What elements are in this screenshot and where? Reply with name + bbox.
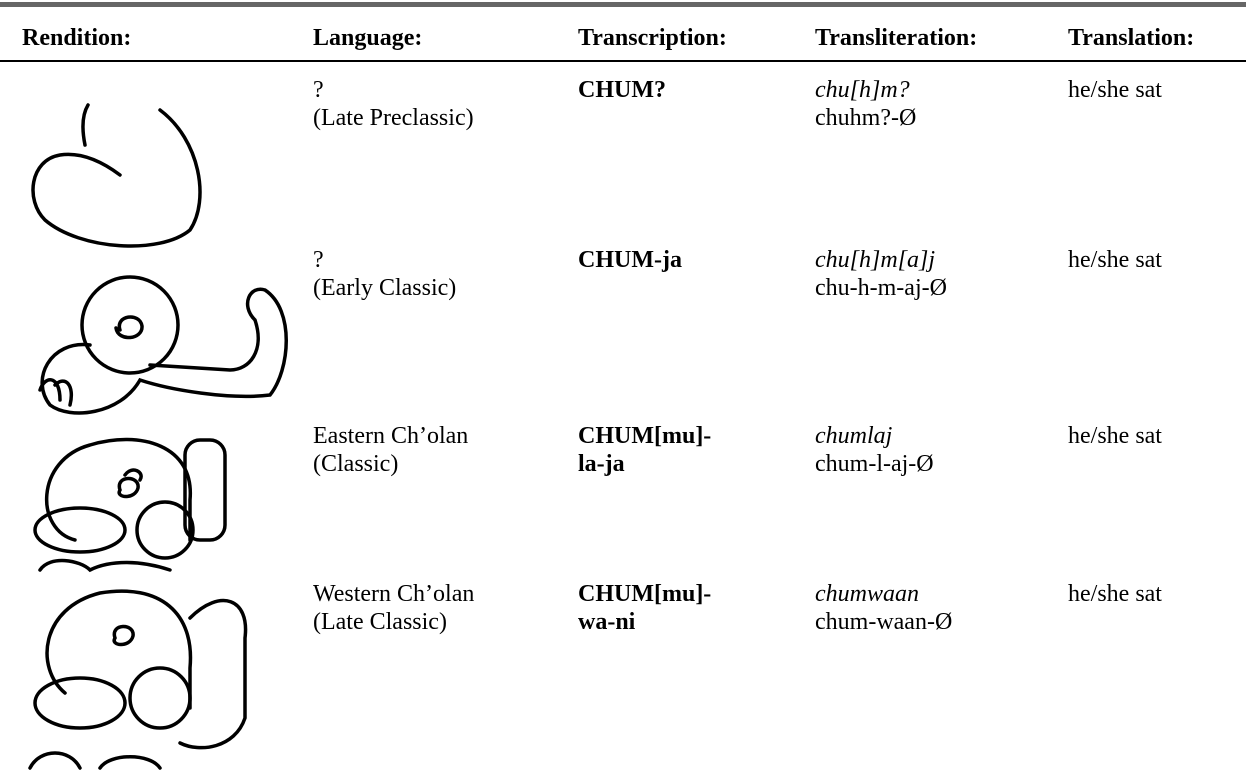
header-cell: Transliteration:: [815, 25, 978, 51]
language: (Classic): [313, 451, 399, 477]
glyph: [31, 103, 202, 248]
header-cell: Language:: [313, 25, 423, 51]
language: (Late Classic): [313, 609, 447, 635]
header-rule: [0, 60, 1246, 62]
header-cell: Transcription:: [578, 25, 727, 51]
glyph: [38, 275, 288, 415]
transcription: CHUM[mu]-: [578, 423, 712, 449]
transcription: wa-ni: [578, 609, 636, 635]
transcription: CHUM[mu]-: [578, 581, 712, 607]
header-cell: Rendition:: [22, 25, 132, 51]
header-cell: Translation:: [1068, 25, 1195, 51]
glyph: [33, 437, 227, 573]
transliteration: chu[h]m?: [815, 77, 910, 103]
transliteration: chuhm?-Ø: [815, 105, 917, 131]
transliteration: chumwaan: [815, 581, 919, 607]
language: ?: [313, 77, 324, 103]
language: (Early Classic): [313, 275, 457, 301]
translation: he/she sat: [1068, 423, 1162, 449]
transcription: CHUM?: [578, 77, 666, 103]
transcription: CHUM-ja: [578, 247, 682, 273]
language: Eastern Ch’olan: [313, 423, 469, 449]
glyph: [28, 589, 248, 770]
language: (Late Preclassic): [313, 105, 474, 131]
transcription: la-ja: [578, 451, 625, 477]
top-rule: [0, 2, 1246, 7]
transliteration: chum-l-aj-Ø: [815, 451, 934, 477]
translation: he/she sat: [1068, 581, 1162, 607]
transliteration: chumlaj: [815, 423, 893, 449]
transliteration: chu[h]m[a]j: [815, 247, 936, 273]
translation: he/she sat: [1068, 77, 1162, 103]
language: ?: [313, 247, 324, 273]
transliteration: chu-h-m-aj-Ø: [815, 275, 947, 301]
transliteration: chum-waan-Ø: [815, 609, 953, 635]
translation: he/she sat: [1068, 247, 1162, 273]
language: Western Ch’olan: [313, 581, 475, 607]
